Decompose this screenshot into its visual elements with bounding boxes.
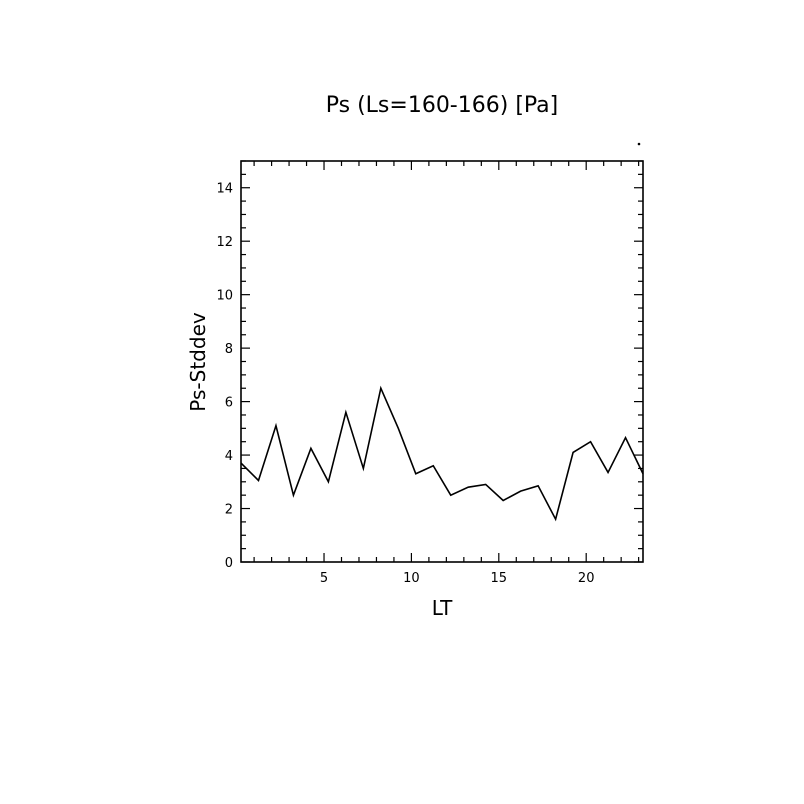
chart-title: Ps (Ls=160-166) [Pa] [326, 93, 559, 118]
y-tick-label: 2 [225, 503, 233, 518]
x-tick-label: 20 [578, 571, 595, 586]
y-tick-label: 4 [225, 449, 233, 464]
y-tick-label: 8 [225, 342, 233, 357]
y-tick-label: 10 [216, 289, 233, 304]
y-axis-label: Ps-Stddev [186, 312, 210, 412]
corner-dot [637, 142, 641, 146]
x-tick-label: 15 [491, 571, 508, 586]
y-tick-label: 14 [216, 182, 233, 197]
tick-labels: 0 2 4 6 8 10 12 14 5 10 15 20 [216, 182, 594, 586]
y-tick-label: 0 [225, 556, 233, 571]
x-tick-label: 10 [403, 571, 420, 586]
axis-ticks [241, 160, 643, 563]
y-tick-label: 6 [225, 396, 233, 411]
y-tick-label: 12 [216, 235, 233, 250]
x-axis-label: LT [432, 596, 453, 620]
x-tick-label: 5 [320, 571, 328, 586]
series-line [240, 385, 644, 522]
plot-frame [240, 160, 644, 563]
